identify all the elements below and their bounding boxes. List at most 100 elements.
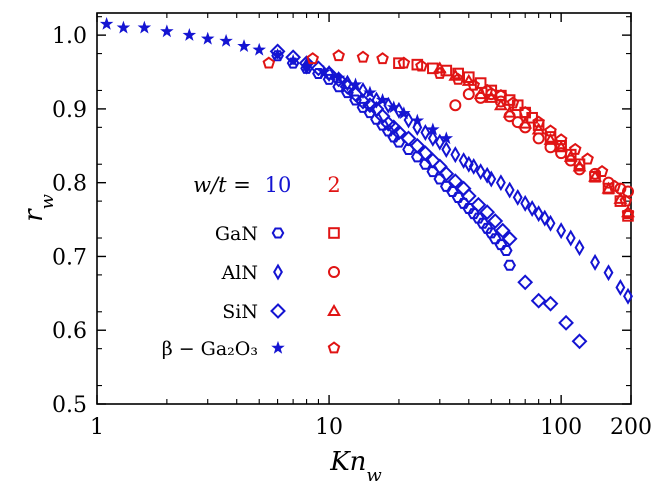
data-point: [415, 59, 428, 72]
data-point: [262, 56, 276, 69]
data-point: [590, 253, 601, 271]
y-tick-label: 0.5: [52, 393, 87, 418]
y-tick-label: 1.0: [52, 24, 87, 49]
legend-marker: [270, 303, 286, 319]
data-point: [468, 157, 479, 175]
data-point: [621, 207, 635, 220]
y-tick-label: 0.8: [52, 172, 87, 197]
series-star-ratio-10: [99, 16, 454, 145]
data-point: [439, 131, 454, 145]
data-point: [532, 132, 545, 145]
data-point: [438, 165, 455, 182]
x-tick-label: 10: [315, 415, 343, 440]
legend-row-label: β − Ga₂O₃: [162, 338, 258, 360]
data-point: [298, 55, 315, 72]
data-point: [362, 97, 378, 114]
data-point: [462, 88, 475, 101]
data-point: [571, 333, 588, 350]
data-point: [621, 205, 635, 218]
data-point: [487, 213, 504, 229]
data-point: [595, 164, 609, 177]
data-point: [476, 217, 490, 229]
data-point: [449, 99, 462, 112]
data-point: [589, 167, 602, 180]
data-point: [358, 81, 368, 99]
data-point: [182, 28, 197, 41]
series-circle-ratio-2: [449, 88, 634, 198]
data-point: [539, 209, 550, 227]
data-point: [556, 222, 567, 240]
series-pentagon-ratio-2: [262, 49, 635, 220]
data-point: [527, 200, 538, 217]
data-point: [460, 188, 477, 204]
data-point: [484, 90, 499, 103]
legend-row-label: SiN: [222, 301, 258, 323]
data-point: [348, 77, 363, 91]
x-tick-label: 200: [610, 415, 652, 440]
legend-marker: [328, 227, 340, 239]
data-point: [530, 292, 547, 309]
legend-marker: [273, 263, 283, 281]
x-axis-label: Knw: [329, 447, 382, 486]
data-point: [160, 24, 174, 38]
data-point: [603, 264, 614, 282]
data-point: [99, 16, 114, 30]
data-point: [403, 111, 414, 129]
data-point: [331, 70, 346, 84]
legend-marker: [271, 340, 285, 354]
x-tick-label: 1: [90, 415, 104, 440]
series-diamond-ratio-10: [269, 43, 588, 350]
series-hexagon-ratio-10: [271, 50, 517, 271]
data-point: [518, 116, 533, 129]
data-point: [355, 93, 371, 110]
data-point: [542, 295, 559, 312]
data-point: [503, 259, 517, 271]
data-point: [386, 100, 401, 114]
data-point: [376, 52, 389, 65]
data-point: [441, 140, 452, 158]
data-point: [341, 87, 354, 99]
data-point: [393, 57, 405, 69]
data-point: [427, 129, 438, 147]
x-tick-label: 100: [540, 415, 582, 440]
axis-ticks: 1 10 100 200 0.5 0.6 0.7 0.8 0.9 1.0: [52, 13, 652, 440]
data-point: [531, 122, 546, 135]
data-point: [447, 173, 464, 190]
data-point: [434, 133, 445, 151]
data-point: [219, 33, 233, 47]
data-point: [482, 166, 493, 184]
data-point: [237, 39, 251, 52]
data-point: [417, 145, 434, 162]
data-point: [581, 152, 594, 165]
data-point: [506, 96, 520, 109]
data-point: [137, 20, 152, 34]
data-point: [486, 170, 497, 188]
plot-frame: [96, 12, 632, 405]
data-point: [533, 205, 544, 223]
y-tick-label: 0.6: [52, 319, 87, 344]
y-tick-label: 0.7: [52, 245, 87, 270]
legend-marker: [328, 266, 340, 278]
data-points: [99, 16, 635, 350]
data-point: [410, 151, 424, 163]
data-point: [558, 314, 574, 331]
data-point: [619, 194, 633, 207]
data-point: [494, 88, 508, 101]
data-point: [400, 130, 417, 147]
data-point: [426, 122, 440, 136]
data-point: [502, 105, 517, 118]
data-point: [306, 52, 320, 65]
data-point: [512, 188, 523, 206]
data-point: [565, 229, 576, 247]
data-point: [409, 137, 426, 154]
data-point: [543, 132, 558, 145]
data-point: [588, 169, 602, 182]
data-point: [488, 233, 502, 245]
data-point: [493, 98, 508, 111]
data-point: [545, 214, 556, 232]
data-point: [544, 124, 557, 137]
data-point: [347, 86, 364, 103]
data-point: [410, 113, 425, 127]
data-point: [532, 115, 545, 128]
